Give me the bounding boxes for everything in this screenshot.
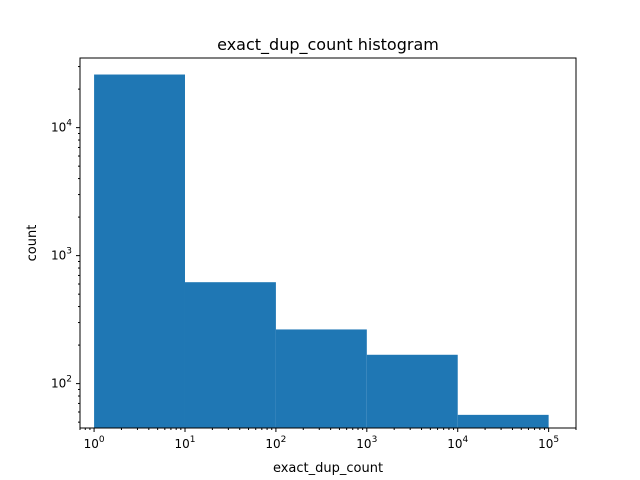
histogram-bar-2 [275,329,367,428]
histogram-bar-3 [366,354,458,428]
x-tick-label-5: 105 [538,435,559,451]
y-tick-label-2: 104 [51,119,72,135]
y-axis-label: count [25,225,40,262]
histogram-bar-4 [457,414,549,428]
y-tick-label-1: 103 [51,247,72,263]
plot-frame [79,57,577,429]
chart-title: exact_dup_count histogram [217,35,439,55]
y-tick-label-0: 102 [51,375,72,391]
histogram-bar-1 [184,282,276,428]
x-tick-label-3: 103 [356,435,377,451]
histogram-bar-0 [94,74,185,429]
x-axis-label: exact_dup_count [273,461,383,476]
major-ticks-group: 100 101 102 103 104 105 102 103 104 [51,119,559,451]
x-tick-label-2: 102 [265,435,286,451]
bars-group [94,74,549,429]
x-tick-label-4: 104 [447,435,468,451]
x-tick-label-1: 101 [174,435,195,451]
x-tick-label-0: 100 [84,435,105,451]
